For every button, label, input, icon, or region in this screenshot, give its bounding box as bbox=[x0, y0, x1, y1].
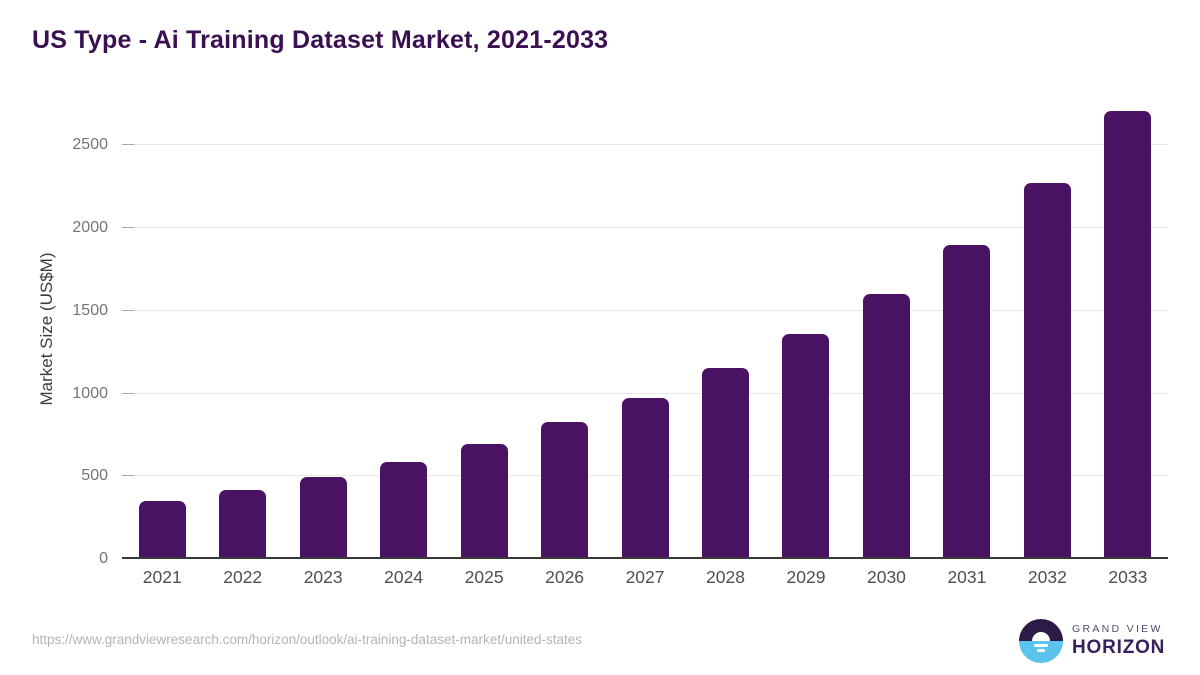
bar-2026 bbox=[541, 421, 589, 559]
bar-slot-2025 bbox=[444, 99, 524, 559]
x-tick-label-2031: 2031 bbox=[947, 567, 987, 587]
bar-2022 bbox=[219, 489, 267, 559]
x-tick-label-2027: 2027 bbox=[625, 567, 665, 587]
bar-2023 bbox=[299, 477, 347, 559]
x-tick-label-2033: 2033 bbox=[1108, 567, 1148, 587]
bar-slot-2028 bbox=[685, 99, 765, 559]
bar-slot-2027 bbox=[605, 99, 685, 559]
x-axis-line bbox=[122, 557, 1168, 559]
bar-2031 bbox=[943, 244, 991, 559]
x-tick-label-2032: 2032 bbox=[1027, 567, 1067, 587]
gridline-2500 bbox=[122, 144, 1168, 146]
gridline-1500 bbox=[122, 309, 1168, 311]
x-tick-label-2026: 2026 bbox=[545, 567, 585, 587]
y-axis-tick-labels: 0 500 1000 1500 2000 2500 bbox=[0, 99, 108, 567]
sun-reflection-line-1 bbox=[1034, 644, 1048, 647]
x-tick-label-2028: 2028 bbox=[706, 567, 745, 587]
x-tick-label-2025: 2025 bbox=[464, 567, 504, 587]
x-axis-tick-labels: 2021 2022 2023 2024 2025 2026 2027 2028 2029 2030… bbox=[122, 567, 1168, 588]
bar-slot-2032 bbox=[1007, 99, 1087, 559]
bar-slot-2024 bbox=[363, 99, 443, 559]
bar-slot-2023 bbox=[283, 99, 363, 559]
bar-2030 bbox=[862, 294, 910, 559]
source-url: https://www.grandviewresearch.com/horizo… bbox=[32, 632, 583, 647]
x-tick-label-2024: 2024 bbox=[384, 567, 424, 587]
y-tick-label-1000: 1000 bbox=[72, 384, 108, 402]
x-tick-label-2030: 2030 bbox=[866, 567, 906, 587]
chart-title: US Type - Ai Training Dataset Market, 20… bbox=[32, 26, 609, 54]
bar-slot-2021 bbox=[122, 99, 202, 559]
bar-slot-2031 bbox=[927, 99, 1007, 559]
gridline-1000 bbox=[122, 392, 1168, 394]
y-tick-label-2000: 2000 bbox=[72, 219, 108, 237]
bar-2028 bbox=[702, 367, 750, 559]
gridline-2000 bbox=[122, 227, 1168, 229]
bar-2024 bbox=[380, 462, 428, 559]
bar-slot-2033 bbox=[1088, 99, 1168, 559]
logo-product-name: HORIZON bbox=[1072, 637, 1166, 658]
bar-2027 bbox=[621, 397, 669, 559]
x-tick-label-2029: 2029 bbox=[786, 567, 826, 587]
sun-dome-shape bbox=[1032, 632, 1050, 641]
bar-slot-2022 bbox=[202, 99, 282, 559]
x-tick-label-2023: 2023 bbox=[303, 567, 343, 587]
sun-reflection-line-2 bbox=[1037, 649, 1045, 652]
y-tick-label-1500: 1500 bbox=[72, 301, 108, 319]
y-tick-label-2500: 2500 bbox=[72, 136, 108, 154]
y-tick-label-500: 500 bbox=[81, 467, 108, 485]
bar-2025 bbox=[460, 444, 508, 559]
bar-2032 bbox=[1023, 183, 1071, 559]
y-tick-label-0: 0 bbox=[99, 550, 108, 567]
bar-series bbox=[122, 99, 1168, 559]
x-tick-label-2021: 2021 bbox=[142, 567, 182, 587]
bar-2033 bbox=[1104, 110, 1152, 559]
logo-text: GRAND VIEW HORIZON bbox=[1072, 623, 1165, 659]
bar-2021 bbox=[138, 501, 186, 559]
plot-area bbox=[122, 99, 1168, 559]
bar-2029 bbox=[782, 334, 830, 559]
x-tick-label-2022: 2022 bbox=[223, 567, 263, 587]
horizon-sun-icon bbox=[1019, 619, 1063, 663]
bar-slot-2029 bbox=[766, 99, 846, 559]
logo-brand-name: GRAND VIEW bbox=[1072, 623, 1163, 635]
bar-slot-2030 bbox=[846, 99, 926, 559]
grand-view-horizon-logo: GRAND VIEW HORIZON bbox=[1019, 619, 1165, 663]
bar-slot-2026 bbox=[524, 99, 604, 559]
